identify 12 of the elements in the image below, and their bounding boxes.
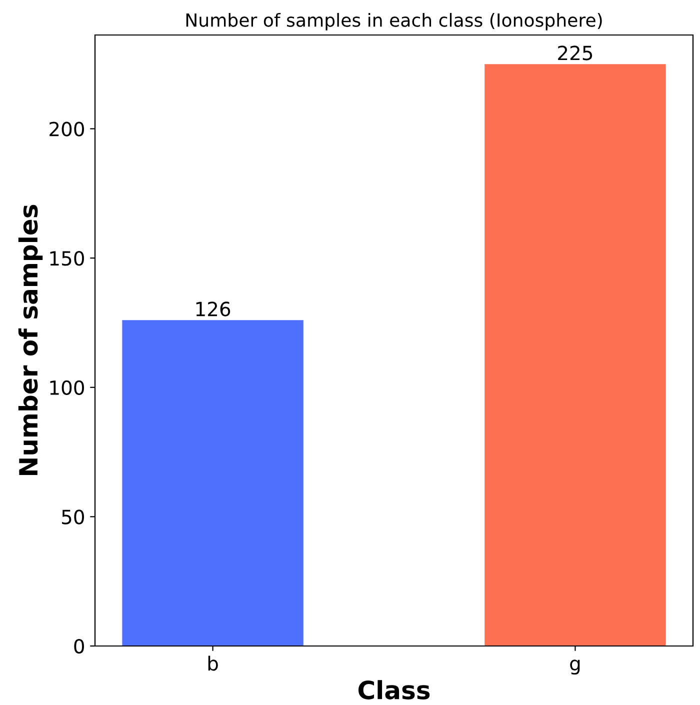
y-axis-title: Number of samples — [18, 204, 43, 475]
y-tick-label: 100 — [50, 380, 84, 396]
x-tick-label: g — [570, 660, 580, 675]
y-tick-label: 0 — [74, 638, 84, 654]
y-tick-label: 50 — [62, 510, 84, 524]
x-axis-title: Class — [358, 680, 430, 700]
data-label: 225 — [558, 46, 592, 60]
y-tick-label: 150 — [50, 251, 84, 266]
data-label: 126 — [196, 302, 230, 316]
x-tick-label: b — [208, 656, 218, 671]
chart-title: Number of samples in each class (Ionosphere) — [186, 12, 602, 30]
y-tick-label: 200 — [50, 122, 84, 136]
